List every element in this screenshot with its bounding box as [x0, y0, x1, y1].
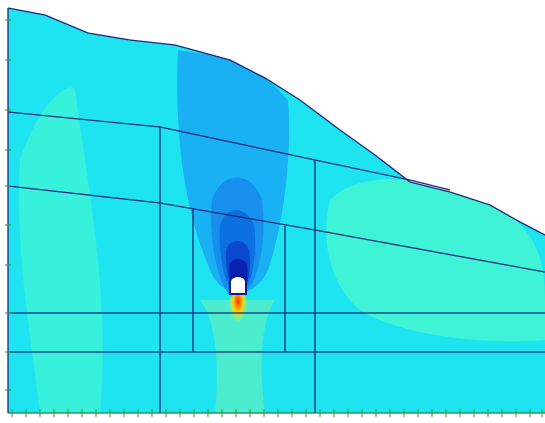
tunnel — [229, 275, 247, 295]
side-supports — [5, 19, 11, 391]
supports — [5, 19, 545, 417]
mesh-lines — [7, 7, 545, 414]
contour-band — [228, 288, 248, 332]
contour-band — [19, 87, 103, 413]
contour-band — [326, 179, 545, 342]
ground-surface — [7, 7, 545, 236]
contour-band — [200, 300, 275, 413]
layer-boundary — [7, 185, 545, 273]
bottom-supports — [8, 409, 545, 417]
